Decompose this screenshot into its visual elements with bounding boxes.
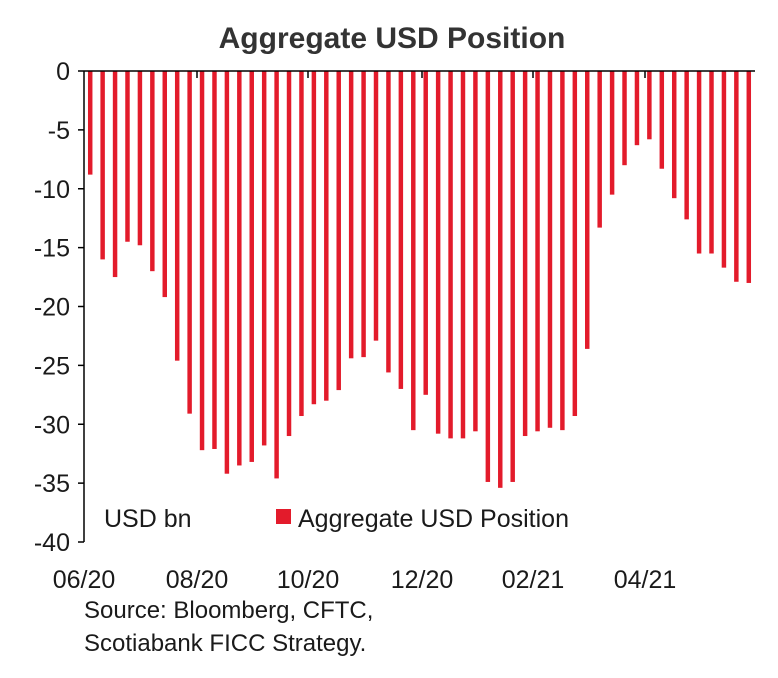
y-tick-label: -40 <box>34 529 70 557</box>
bar <box>299 71 304 417</box>
bar <box>684 71 689 220</box>
bar <box>448 71 453 439</box>
bar <box>560 71 565 431</box>
bar <box>249 71 254 462</box>
bar <box>411 71 416 431</box>
bar <box>162 71 167 298</box>
bar <box>522 71 528 437</box>
bar <box>261 71 267 446</box>
bar <box>212 71 217 449</box>
bar <box>125 71 130 242</box>
bar <box>721 71 727 268</box>
bar <box>87 71 93 175</box>
y-tick-label: -15 <box>34 235 70 263</box>
y-tick-label: -30 <box>34 411 70 439</box>
x-tick-label: 12/20 <box>391 566 454 590</box>
y-tick-label: -5 <box>48 117 70 145</box>
bar <box>634 71 640 146</box>
bar <box>435 71 441 434</box>
x-tick-label: 10/20 <box>277 566 340 590</box>
bar <box>547 71 553 428</box>
bar <box>460 71 466 439</box>
legend-swatch <box>276 509 291 524</box>
x-tick-label: 08/20 <box>166 566 229 590</box>
bar <box>324 71 329 401</box>
chart-title: Aggregate USD Position <box>219 22 566 55</box>
x-tick-label: 06/20 <box>53 566 116 590</box>
bar <box>373 71 379 341</box>
y-tick-label: -35 <box>34 470 70 498</box>
bar <box>398 71 404 389</box>
bar <box>112 71 118 278</box>
bar <box>100 71 105 260</box>
bar <box>622 71 627 166</box>
bar <box>709 71 714 254</box>
y-tick-label: 0 <box>56 58 70 86</box>
bar <box>734 71 739 282</box>
bar <box>485 71 491 482</box>
source-note: Source: Bloomberg, CFTC, Scotiabank FICC… <box>84 594 373 660</box>
bar <box>535 71 540 432</box>
bar <box>498 71 503 488</box>
bar <box>473 71 478 432</box>
bar <box>224 71 230 474</box>
bar <box>647 71 652 140</box>
bar <box>572 71 578 417</box>
bar <box>696 71 702 254</box>
bars <box>87 71 752 488</box>
bar <box>174 71 180 361</box>
bar <box>597 71 602 228</box>
bar <box>286 71 292 437</box>
bar <box>746 71 752 283</box>
legend-label: Aggregate USD Position <box>298 505 569 533</box>
bar <box>423 71 428 395</box>
y-tick-label: -10 <box>34 176 70 204</box>
bar <box>150 71 155 272</box>
y-tick-label: -25 <box>34 352 70 380</box>
bar <box>274 71 279 479</box>
y-axis-ticks: 0 -5 -10 -15 -20 -25 -30 -35 -40 <box>34 58 84 557</box>
x-tick-label: 04/21 <box>614 566 677 590</box>
bar <box>361 71 366 358</box>
bar <box>187 71 192 414</box>
x-axis-ticks: 06/20 08/20 10/20 12/20 02/21 04/21 <box>53 71 677 590</box>
bar <box>336 71 341 391</box>
bar <box>386 71 391 373</box>
source-line-2: Scotiabank FICC Strategy. <box>84 630 367 657</box>
bar <box>237 71 242 466</box>
bar <box>137 71 143 246</box>
bar <box>585 71 590 349</box>
x-tick-label: 02/21 <box>502 566 565 590</box>
y-tick-label: -20 <box>34 294 70 322</box>
unit-label: USD bn <box>104 505 192 533</box>
bar <box>199 71 205 451</box>
bar <box>510 71 515 482</box>
source-line-1: Source: Bloomberg, CFTC, <box>84 597 374 624</box>
bar <box>348 71 354 359</box>
bar <box>659 71 665 169</box>
chart: Aggregate USD Position 0 -5 -10 -15 -20 -25 -3… <box>34 22 755 590</box>
bar <box>671 71 677 199</box>
bar <box>609 71 615 195</box>
bar <box>311 71 317 405</box>
